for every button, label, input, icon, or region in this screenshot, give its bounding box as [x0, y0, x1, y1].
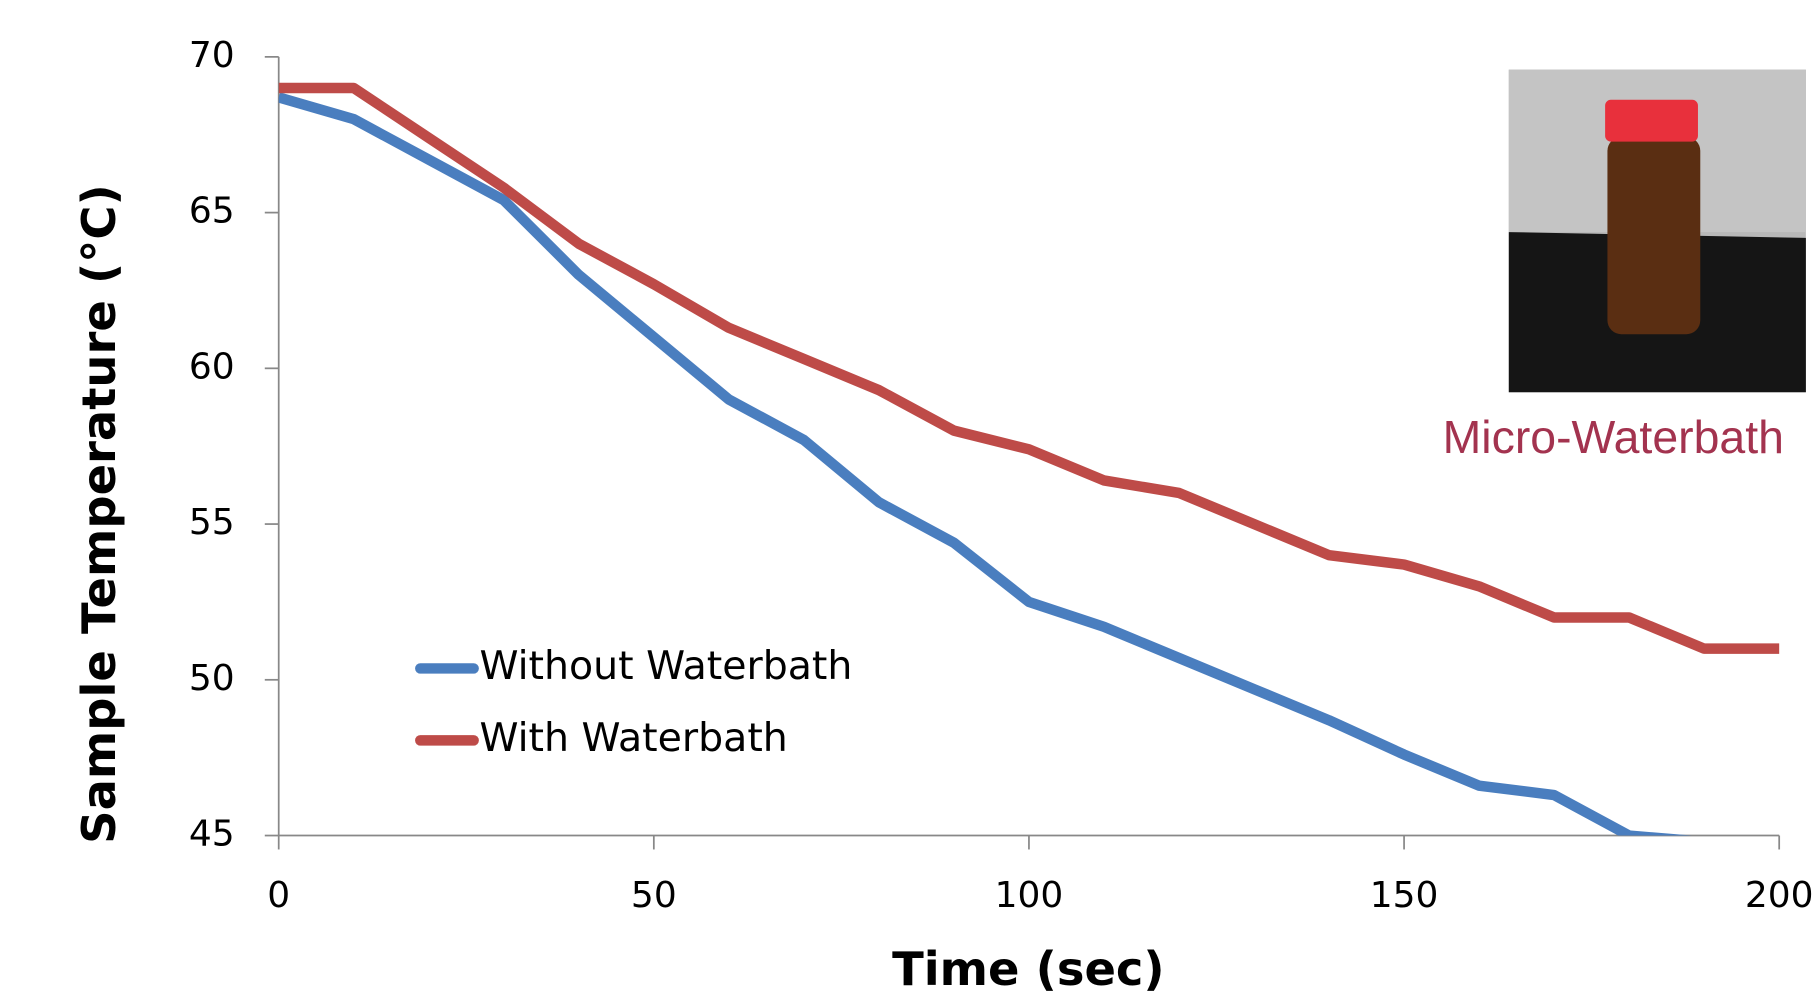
- plot-area: [278, 82, 1780, 836]
- annotation: Micro-Waterbath: [1443, 411, 1784, 463]
- x-tick-label: 200: [1745, 875, 1814, 916]
- y-tick-label: 50: [189, 658, 235, 699]
- y-axis-title: Sample Temperature (°C): [72, 184, 126, 843]
- x-tick-label: 150: [1370, 875, 1439, 916]
- y-tick-label: 55: [189, 502, 235, 543]
- y-tick-label: 70: [189, 35, 235, 76]
- x-tick-label: 50: [631, 875, 677, 916]
- series-line: [278, 92, 1693, 836]
- y-tick-label: 60: [189, 346, 235, 387]
- y-tick-label: 45: [189, 814, 235, 855]
- x-tick-label: 0: [267, 875, 290, 916]
- legend-label: With Waterbath: [479, 715, 787, 761]
- legend-label: Without Waterbath: [479, 643, 852, 689]
- series-line: [278, 82, 1780, 654]
- x-tick-label: 100: [995, 875, 1064, 916]
- photo: [1508, 69, 1806, 393]
- x-axis-title: Time (sec): [892, 942, 1165, 996]
- y-tick-label: 65: [189, 191, 235, 232]
